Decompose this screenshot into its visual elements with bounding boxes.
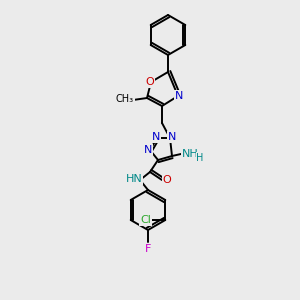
Text: F: F [145, 244, 151, 254]
Text: O: O [163, 175, 171, 185]
Text: N: N [175, 91, 183, 101]
Text: Cl: Cl [140, 215, 151, 225]
Text: N: N [144, 145, 152, 155]
Text: N: N [168, 132, 176, 142]
Text: H: H [196, 153, 204, 163]
Text: HN: HN [126, 174, 142, 184]
Text: N: N [152, 132, 160, 142]
Text: CH₃: CH₃ [116, 94, 134, 104]
Text: O: O [146, 77, 154, 87]
Text: NH: NH [182, 149, 198, 159]
